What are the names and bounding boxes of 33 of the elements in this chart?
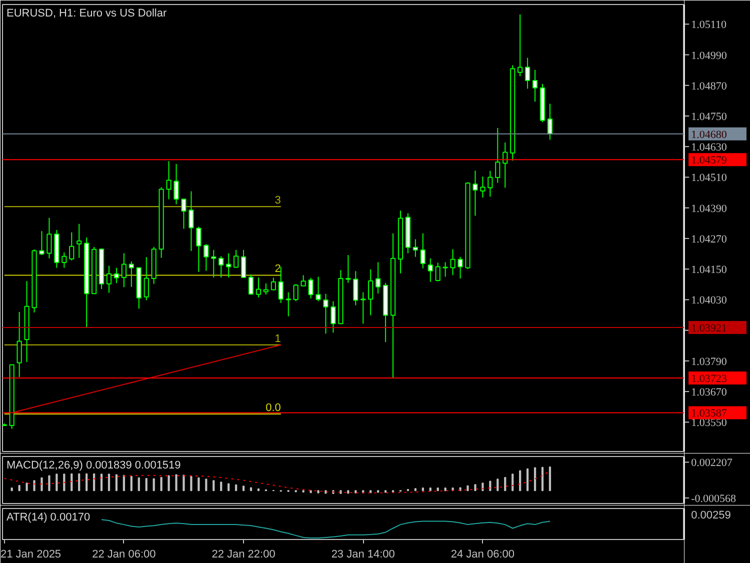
y-tick-label: 0.002207 <box>691 457 733 470</box>
y-tick-label: 1.03670 <box>691 386 728 399</box>
y-tick-label: 1.03790 <box>691 356 728 368</box>
x-tick-label: 24 Jan 06:00 <box>450 548 515 560</box>
text: 0.00259 <box>691 510 731 522</box>
y-tick-label: 1.04150 <box>691 264 728 276</box>
y-tick-label: 1.04990 <box>691 50 728 62</box>
series-label: 3 <box>274 194 281 207</box>
series-label: 0.0 <box>266 402 281 414</box>
y-tick-label: 1.03550 <box>691 417 728 430</box>
ref-line-label: 1.03723 <box>691 373 728 386</box>
y-tick-label: 1.04030 <box>691 294 728 307</box>
y-tick-label: 1.04390 <box>691 202 728 215</box>
ref-line-label: 1.04680 <box>691 128 728 141</box>
y-tick-label: 1.04270 <box>691 233 728 246</box>
chart-title: ATR(14) 0.00170 <box>6 512 90 524</box>
y-tick-label: 1.04510 <box>691 172 728 184</box>
series-label: 1 <box>274 332 281 345</box>
y-tick-label: 1.04630 <box>691 142 728 154</box>
y-tick-label: 1.04750 <box>691 110 728 123</box>
chart-title: MACD(12,26,9) 0.001839 0.001519 <box>6 460 181 472</box>
y-tick-label: 1.04870 <box>691 80 728 92</box>
x-tick-label: 21 Jan 2025 <box>0 548 62 560</box>
y-tick-label: -0.000568 <box>691 492 737 505</box>
x-tick-label: 22 Jan 22:00 <box>212 548 276 560</box>
y-tick-label: 1.05110 <box>691 19 727 32</box>
ref-line-label: 1.03921 <box>691 322 727 335</box>
x-tick-label: 22 Jan 06:00 <box>92 548 156 560</box>
ref-line-label: 1.03587 <box>691 408 728 420</box>
chart-title: EURUSD, H1: Euro vs US Dollar <box>6 8 167 20</box>
x-tick-label: 23 Jan 14:00 <box>331 548 395 560</box>
series-label: 2 <box>274 263 281 276</box>
ref-line-label: 1.04579 <box>691 154 728 167</box>
